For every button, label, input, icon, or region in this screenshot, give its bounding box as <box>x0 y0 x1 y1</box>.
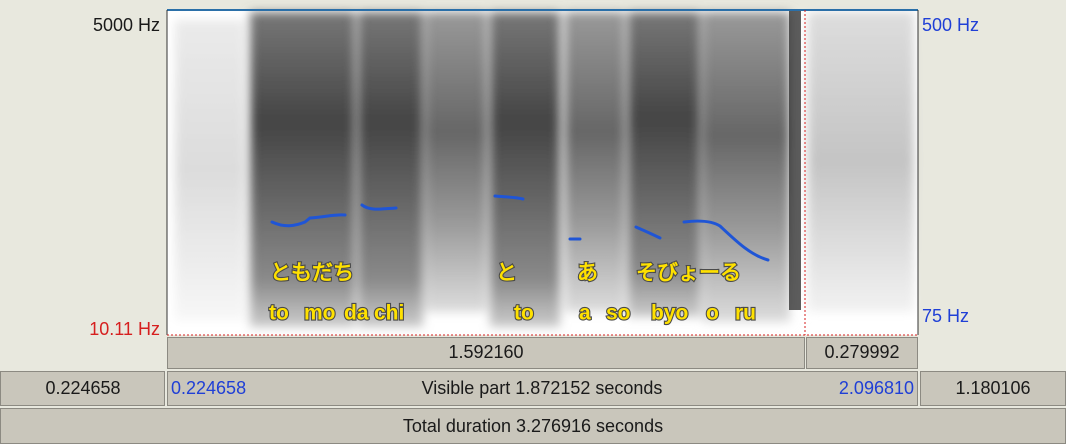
pitch-top: 500 Hz <box>922 15 979 35</box>
burst <box>789 10 801 310</box>
visible-start: 0.224658 <box>171 378 246 398</box>
romaji: ru <box>735 302 756 325</box>
romaji: o <box>706 302 719 325</box>
romaji: so <box>606 302 631 325</box>
romaji: a <box>579 302 591 325</box>
selection-duration: 1.592160 <box>448 342 523 362</box>
pitch-bottom: 75 Hz <box>922 306 969 326</box>
romaji: byo <box>651 302 688 325</box>
kana: あ <box>577 262 598 285</box>
kana: と <box>496 262 517 285</box>
kana: ともだち <box>270 262 354 285</box>
romaji: chi <box>374 302 404 325</box>
right-duration: 1.180106 <box>955 378 1030 398</box>
romaji: mo <box>304 302 336 325</box>
visible-duration: Visible part 1.872152 seconds <box>422 378 663 398</box>
frequency-bottom: 10.11 Hz <box>89 319 160 339</box>
left-duration: 0.224658 <box>45 378 120 398</box>
kana: そびょーる <box>636 262 741 285</box>
frequency-top: 5000 Hz <box>93 15 160 35</box>
romaji: to <box>269 302 289 325</box>
after-cursor-duration: 0.279992 <box>824 342 899 362</box>
total-duration: Total duration 3.276916 seconds <box>403 416 663 436</box>
romaji: da <box>344 302 369 325</box>
visible-end: 2.096810 <box>839 378 914 398</box>
romaji: to <box>514 302 534 325</box>
praat-window: 5000 Hz 10.11 Hz 500 Hz 75 Hz ともだち と あ そ… <box>0 0 1066 444</box>
